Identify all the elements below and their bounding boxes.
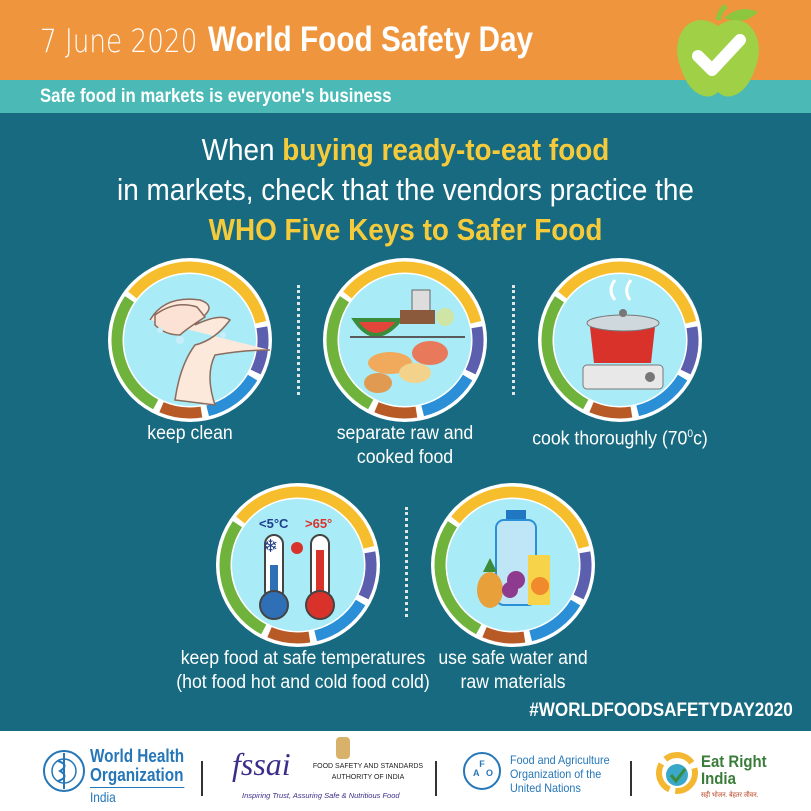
ring-inner	[339, 274, 471, 406]
ring-segment-blue	[314, 599, 366, 642]
svg-text:A: A	[473, 768, 480, 778]
who-name: World Health	[90, 746, 185, 766]
label-line: cooked food	[356, 447, 454, 468]
ring-segment-brown	[267, 627, 311, 644]
headline-text: When	[201, 132, 283, 167]
fssai-tagline: Inspiring Trust, Assuring Safe & Nutriti…	[242, 791, 400, 800]
page-title: World Food Safety Day	[208, 20, 534, 59]
divider	[405, 507, 408, 617]
label-text: c)	[693, 428, 708, 450]
subtitle: Safe food in markets is everyone's busin…	[40, 86, 392, 107]
fssai-name: FOOD SAFETY AND STANDARDS	[312, 763, 424, 770]
headline-line2: in markets, check that the vendors pract…	[117, 172, 694, 207]
ring-segment-purple	[358, 551, 377, 600]
fao-name: United Nations	[510, 781, 581, 795]
thermometers-icon: <5°C >65° ❄	[259, 516, 335, 620]
label-sup: 0	[687, 428, 694, 440]
ring-segment-green	[111, 296, 159, 410]
ring-segment-yellow	[558, 261, 697, 324]
divider	[512, 285, 515, 395]
ring-segment-brown	[374, 402, 418, 419]
fao-emblem-icon: FA O	[463, 752, 501, 790]
hot-temp-label: >65°	[305, 516, 332, 531]
svg-text:❄: ❄	[263, 536, 278, 556]
ring-segment-yellow	[128, 261, 267, 324]
label-line: keep food at safe temperatures	[180, 648, 426, 669]
ring-segment-green	[434, 521, 482, 635]
key-label-cook: cook thoroughly (700c)	[499, 422, 741, 451]
fssai-name: AUTHORITY OF INDIA	[331, 774, 405, 781]
ring-inner	[232, 499, 364, 631]
key-label-keep-clean: keep clean	[147, 423, 233, 444]
divider	[435, 761, 437, 796]
ring-segment-yellow	[343, 261, 482, 324]
fssai-logo: fssai FOOD SAFETY AND STANDARDS AUTHORIT…	[228, 731, 423, 811]
ring-segment-purple	[680, 326, 699, 375]
fssai-wordmark: fssai	[232, 746, 291, 782]
svg-text:F: F	[479, 759, 485, 769]
apple-checkmark-icon	[677, 4, 759, 97]
label-line: raw materials	[460, 672, 566, 693]
headline-five-keys: WHO Five Keys to Safer Food	[208, 212, 603, 247]
ring-segment-yellow	[236, 486, 375, 549]
ring-segment-yellow	[451, 486, 590, 549]
key-label-water: use safe water and raw materials	[392, 647, 634, 695]
who-emblem-icon	[43, 750, 85, 792]
hashtag: #WORLDFOODSAFETYDAY2020	[529, 700, 793, 721]
ring-segment-green	[326, 296, 374, 410]
ring-segment-blue	[206, 374, 258, 417]
eri-tagline: सही भोजन. बेहतर जीवन.	[701, 792, 759, 799]
key-label-temperature: keep food at safe temperatures (hot food …	[168, 647, 438, 695]
ring-segment-brown	[589, 402, 633, 419]
eat-right-emblem-icon	[656, 752, 698, 794]
subtitle-band	[0, 80, 811, 113]
ring-segment-brown	[159, 402, 203, 419]
svg-text:O: O	[486, 768, 493, 778]
water-and-fruit-icon	[477, 510, 550, 608]
washing-hands-icon	[149, 298, 271, 406]
emblem-icon	[336, 737, 350, 759]
ring-segment-green	[219, 521, 267, 635]
who-country: India	[90, 787, 185, 807]
headline-highlight: buying ready-to-eat food	[282, 132, 610, 167]
ring-segment-brown	[482, 627, 526, 644]
key-temperature-ring: <5°C >65° ❄	[216, 483, 380, 647]
ring-inner	[124, 274, 256, 406]
eri-name: Eat Right	[701, 752, 767, 771]
ring-segment-purple	[465, 326, 484, 375]
fao-name: Organization of the	[510, 767, 602, 781]
key-label-separate: separate raw and cooked food	[284, 422, 526, 470]
who-name: Organization	[90, 765, 184, 785]
label-text: cook thoroughly (70	[532, 428, 688, 450]
separated-food-icon	[350, 289, 465, 393]
cooking-pot-icon	[582, 279, 664, 390]
event-date: 7 June 2020	[40, 22, 198, 60]
ring-segment-blue	[421, 374, 473, 417]
ring-segment-blue	[529, 599, 581, 642]
label-line: (hot food hot and cold food cold)	[176, 672, 430, 693]
footer-logos: World Health Organization India fssai FO…	[0, 731, 811, 811]
ring-segment-purple	[573, 551, 592, 600]
headline: When buying ready-to-eat food in markets…	[41, 130, 771, 250]
divider	[630, 761, 632, 796]
fao-name: Food and Agriculture	[510, 753, 610, 767]
cold-temp-label: <5°C	[259, 516, 289, 531]
key-cook-ring	[538, 258, 702, 422]
divider	[201, 761, 203, 796]
label-line: use safe water and	[438, 648, 588, 669]
key-separate-ring	[323, 258, 487, 422]
eri-name: India	[701, 769, 736, 788]
header-bar	[0, 0, 811, 80]
key-water-ring	[431, 483, 595, 647]
ring-segment-blue	[636, 374, 688, 417]
divider	[297, 285, 300, 395]
key-keep-clean-ring	[108, 258, 272, 422]
label-line: separate raw and	[336, 423, 474, 444]
ring-segment-green	[541, 296, 589, 410]
